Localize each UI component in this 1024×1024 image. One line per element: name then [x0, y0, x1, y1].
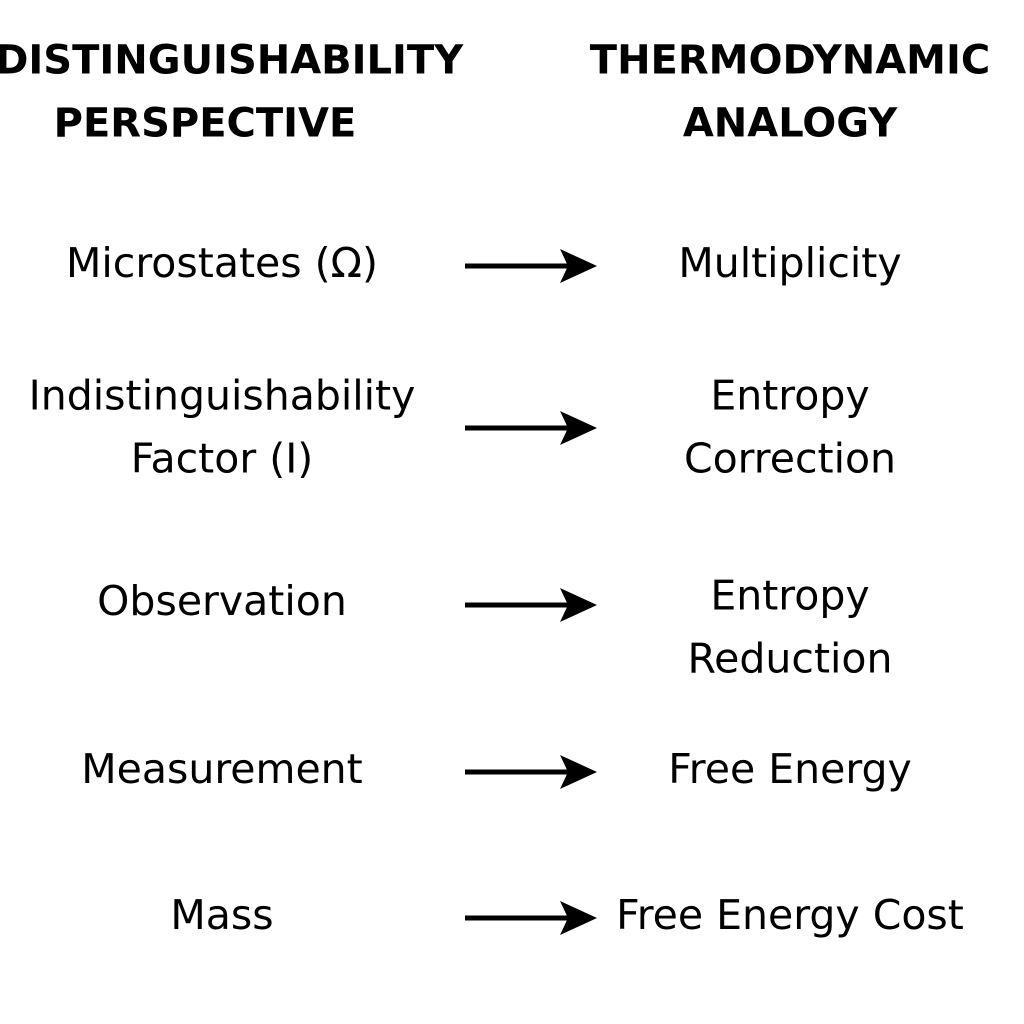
left-label: Factor (I) — [131, 435, 314, 483]
arrow-head — [560, 901, 597, 935]
header-left: INDISTINGUISHABILITY — [0, 38, 464, 84]
right-label: Free Energy Cost — [616, 891, 964, 939]
arrow-head — [560, 411, 597, 445]
left-label: Observation — [97, 577, 347, 625]
arrow-head — [560, 588, 597, 622]
arrow-head — [560, 249, 597, 283]
right-label: Correction — [684, 435, 896, 483]
left-label: Microstates (Ω) — [66, 239, 378, 287]
right-label: Free Energy — [668, 745, 912, 793]
header-left: PERSPECTIVE — [54, 101, 357, 147]
left-label: Indistinguishability — [29, 372, 416, 420]
left-label: Measurement — [81, 745, 362, 793]
right-label: Reduction — [688, 635, 893, 683]
arrow-head — [560, 755, 597, 789]
right-label: Entropy — [710, 572, 869, 620]
left-label: Mass — [170, 891, 273, 939]
header-right: THERMODYNAMIC — [590, 38, 990, 84]
right-label: Multiplicity — [678, 239, 901, 287]
right-label: Entropy — [710, 372, 869, 420]
header-right: ANALOGY — [683, 101, 898, 147]
